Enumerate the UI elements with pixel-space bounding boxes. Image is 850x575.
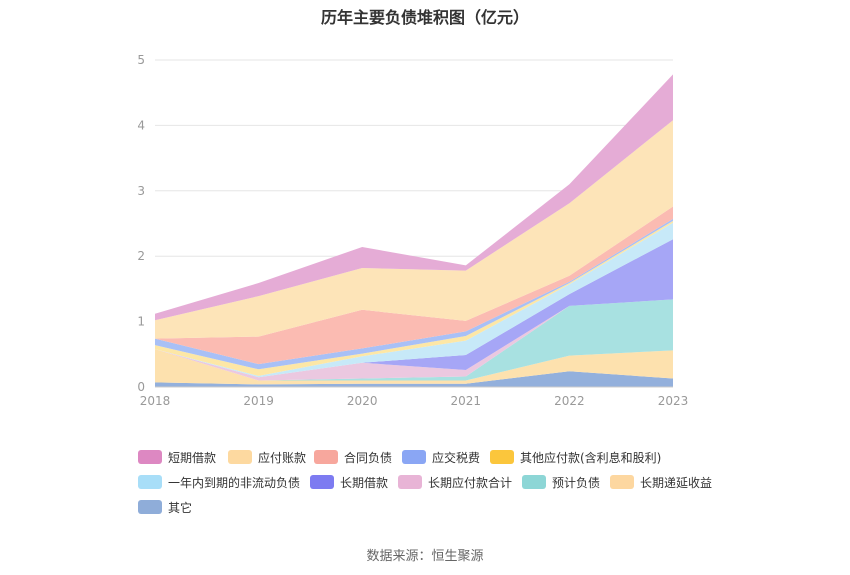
legend-item[interactable]: 长期递延收益 — [610, 473, 712, 491]
area-series-2[interactable] — [155, 299, 673, 381]
legend-item[interactable]: 应付账款 — [228, 448, 306, 466]
legend-label: 短期借款 — [168, 450, 217, 465]
area-series-0[interactable] — [155, 371, 673, 387]
legend-swatch — [610, 475, 634, 489]
x-tick-label: 2022 — [554, 394, 585, 408]
area-series — [155, 74, 673, 387]
area-series-9[interactable] — [155, 120, 673, 339]
legend-label: 长期借款 — [340, 475, 389, 490]
y-tick-label: 5 — [137, 53, 145, 67]
legend-label: 长期应付款合计 — [428, 475, 513, 490]
legend-item[interactable]: 其他应付款(含利息和股利) — [490, 448, 661, 466]
data-source: 数据来源：恒生聚源 — [366, 549, 484, 564]
legend-swatch — [522, 475, 546, 489]
y-tick-label: 4 — [137, 118, 145, 132]
legend-item[interactable]: 应交税费 — [402, 448, 480, 466]
area-series-7[interactable] — [155, 218, 673, 370]
legend-item[interactable]: 其它 — [138, 498, 192, 516]
area-series-10[interactable] — [155, 74, 673, 321]
x-tick-label: 2019 — [243, 394, 274, 408]
legend-item[interactable]: 一年内到期的非流动负债 — [138, 473, 300, 491]
legend-item[interactable]: 预计负债 — [522, 473, 600, 491]
area-series-8[interactable] — [155, 206, 673, 365]
legend-label: 合同负债 — [344, 450, 393, 465]
x-tick-label: 2020 — [347, 394, 378, 408]
legend-swatch — [138, 500, 162, 514]
y-tick-label: 1 — [137, 315, 145, 329]
legend-label: 其它 — [168, 500, 193, 515]
legend-label: 预计负债 — [552, 475, 601, 490]
legend-swatch — [398, 475, 422, 489]
legend-swatch — [228, 450, 252, 464]
legend-label: 应付账款 — [258, 450, 307, 465]
legend-swatch — [490, 450, 514, 464]
area-series-6[interactable] — [155, 220, 673, 376]
legend-item[interactable]: 长期应付款合计 — [398, 473, 512, 491]
legend-swatch — [138, 450, 162, 464]
legend-label: 应交税费 — [432, 450, 481, 465]
y-tick-label: 2 — [137, 249, 145, 263]
x-tick-label: 2023 — [658, 394, 689, 408]
axes: 0 1 2 3 4 5 2018 2019 2020 2021 2022 2023 — [137, 53, 688, 408]
legend-item[interactable]: 合同负债 — [314, 448, 392, 466]
x-tick-label: 2021 — [451, 394, 482, 408]
legend-swatch — [402, 450, 426, 464]
legend-label: 长期递延收益 — [640, 475, 713, 490]
legend-item[interactable]: 长期借款 — [310, 473, 388, 491]
chart-title: 历年主要负债堆积图（亿元） — [320, 8, 529, 27]
y-tick-label: 3 — [137, 184, 145, 198]
legend-swatch — [310, 475, 334, 489]
legend-item[interactable]: 短期借款 — [138, 448, 216, 466]
area-series-1[interactable] — [155, 349, 673, 385]
legend-label: 其他应付款(含利息和股利) — [520, 450, 662, 465]
legend-swatch — [138, 475, 162, 489]
x-tick-label: 2018 — [140, 394, 171, 408]
legend-label: 一年内到期的非流动负债 — [168, 475, 301, 490]
y-tick-label: 0 — [137, 380, 145, 394]
legend-swatch — [314, 450, 338, 464]
